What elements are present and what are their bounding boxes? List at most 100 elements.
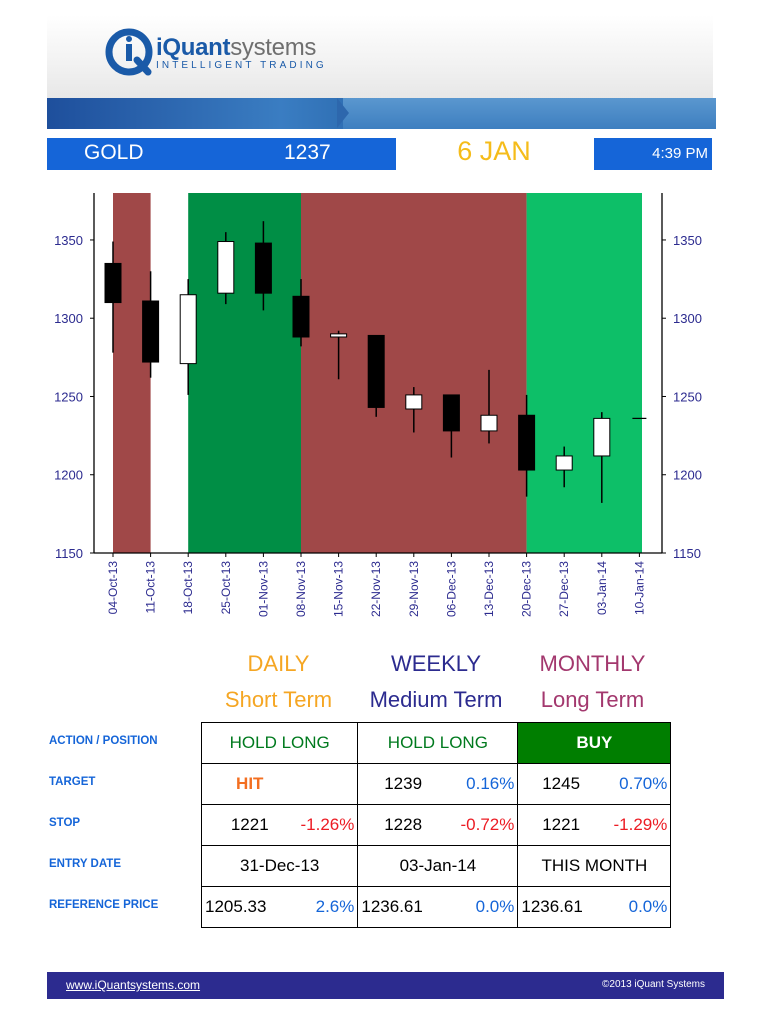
x-tick-label: 08-Nov-13 bbox=[294, 561, 308, 617]
instrument-box: GOLD 1237 bbox=[47, 138, 396, 170]
x-tick-label: 18-Oct-13 bbox=[181, 561, 195, 615]
stop-monthly-pct: -1.29% bbox=[603, 804, 672, 846]
x-tick-label: 15-Nov-13 bbox=[332, 561, 346, 617]
report-time: 4:39 PM bbox=[652, 145, 708, 162]
instrument-symbol: GOLD bbox=[84, 141, 144, 164]
x-tick-label: 06-Dec-13 bbox=[444, 561, 458, 617]
ref-monthly-pct: 0.0% bbox=[603, 886, 672, 928]
table-row: 31-Dec-13 03-Jan-14 THIS MONTH bbox=[200, 845, 672, 887]
row-label-target: TARGET bbox=[49, 776, 96, 788]
time-box: 4:39 PM bbox=[594, 138, 712, 170]
x-tick-label: 13-Dec-13 bbox=[482, 561, 496, 617]
candle-body bbox=[142, 300, 160, 363]
brand-tagline: INTELLIGENT TRADING bbox=[156, 60, 327, 71]
signal-region-3 bbox=[526, 193, 642, 553]
ref-daily-pct: 2.6% bbox=[297, 886, 359, 928]
ref-monthly-value: 1236.61 bbox=[517, 886, 604, 928]
target-daily-empty bbox=[297, 763, 359, 805]
stop-weekly-value: 1228 bbox=[357, 804, 448, 846]
table-row: 1221 -1.26% 1228 -0.72% 1221 -1.29% bbox=[201, 804, 672, 846]
entry-daily: 31-Dec-13 bbox=[200, 845, 359, 887]
row-label-reference: REFERENCE PRICE bbox=[49, 899, 159, 911]
candle-body bbox=[179, 294, 197, 365]
y-tick-label-left: 1250 bbox=[54, 389, 83, 404]
candle-body bbox=[292, 295, 310, 338]
signals-table: HOLD LONG HOLD LONG BUY HIT 1239 0.16% 1… bbox=[200, 722, 672, 928]
target-daily: HIT bbox=[201, 763, 298, 805]
row-label-entry: ENTRY DATE bbox=[49, 858, 121, 870]
y-tick-label-right: 1250 bbox=[673, 389, 702, 404]
brand-name: iQuantsystems bbox=[156, 34, 327, 62]
col-head-daily: DAILY bbox=[247, 651, 310, 676]
signal-region-1 bbox=[188, 193, 301, 553]
y-tick-label-right: 1200 bbox=[673, 468, 702, 483]
target-monthly-value: 1245 bbox=[517, 763, 604, 805]
stop-weekly-pct: -0.72% bbox=[447, 804, 519, 846]
x-tick-label: 22-Nov-13 bbox=[369, 561, 383, 617]
ref-weekly-value: 1236.61 bbox=[357, 886, 448, 928]
action-weekly: HOLD LONG bbox=[357, 722, 519, 764]
x-tick-label: 11-Oct-13 bbox=[144, 561, 158, 614]
ref-daily-value: 1205.33 bbox=[201, 886, 298, 928]
row-label-action: ACTION / POSITION bbox=[49, 735, 158, 747]
ref-weekly-pct: 0.0% bbox=[447, 886, 519, 928]
candlestick-chart: 1150 1150 1200 1200 1250 1250 1300 1300 1350 1350… bbox=[54, 193, 702, 617]
decorative-band bbox=[47, 98, 716, 129]
col-head-weekly: WEEKLY bbox=[390, 651, 482, 676]
header-band bbox=[47, 15, 713, 101]
signal-region-2 bbox=[301, 193, 527, 553]
col-sub-monthly: Long Term bbox=[540, 687, 645, 712]
y-tick-label-right: 1300 bbox=[673, 311, 702, 326]
table-row: HIT 1239 0.16% 1245 0.70% bbox=[201, 763, 672, 805]
candle-body bbox=[442, 394, 460, 432]
y-tick-label-left: 1350 bbox=[54, 233, 83, 248]
candle-body bbox=[480, 414, 498, 432]
candle-body bbox=[593, 417, 611, 457]
col-head-monthly: MONTHLY bbox=[539, 651, 646, 676]
stop-monthly-value: 1221 bbox=[517, 804, 604, 846]
table-row: HOLD LONG HOLD LONG BUY bbox=[200, 722, 672, 764]
row-label-stop: STOP bbox=[49, 817, 81, 829]
y-tick-label-left: 1150 bbox=[55, 546, 83, 561]
entry-monthly: THIS MONTH bbox=[517, 845, 672, 887]
stop-daily-pct: -1.26% bbox=[297, 804, 359, 846]
x-tick-label: 03-Jan-14 bbox=[595, 561, 609, 615]
iq-logo-icon bbox=[105, 28, 153, 76]
candle-body bbox=[367, 334, 385, 408]
candle-body bbox=[104, 262, 122, 304]
col-sub-daily: Short Term bbox=[224, 687, 333, 712]
x-tick-label: 20-Dec-13 bbox=[520, 561, 534, 617]
y-tick-label-left: 1300 bbox=[54, 311, 83, 326]
col-sub-weekly: Medium Term bbox=[369, 687, 503, 712]
y-tick-label-left: 1200 bbox=[54, 468, 83, 483]
y-tick-label-right: 1150 bbox=[673, 546, 701, 561]
x-tick-label: 01-Nov-13 bbox=[256, 561, 270, 617]
target-weekly-value: 1239 bbox=[357, 763, 448, 805]
action-daily: HOLD LONG bbox=[200, 722, 359, 764]
x-tick-label: 10-Jan-14 bbox=[632, 561, 646, 615]
website-link[interactable]: www.iQuantsystems.com bbox=[66, 978, 201, 992]
candle-body bbox=[217, 241, 235, 294]
band-right bbox=[343, 98, 716, 129]
brand-name-light: systems bbox=[230, 34, 317, 61]
report-date: 6 JAN bbox=[457, 136, 531, 166]
target-weekly-pct: 0.16% bbox=[447, 763, 519, 805]
brand-name-bold: iQuant bbox=[156, 34, 231, 61]
band-arrow bbox=[337, 98, 349, 128]
candle-body bbox=[330, 333, 348, 338]
table-row: 1205.33 2.6% 1236.61 0.0% 1236.61 0.0% bbox=[201, 886, 672, 928]
instrument-price: 1237 bbox=[284, 141, 331, 164]
stop-daily-value: 1221 bbox=[201, 804, 298, 846]
entry-weekly: 03-Jan-14 bbox=[357, 845, 519, 887]
signal-region-0 bbox=[113, 193, 151, 553]
x-tick-label: 27-Dec-13 bbox=[557, 561, 571, 617]
action-monthly: BUY bbox=[517, 722, 672, 764]
candle-body bbox=[254, 242, 272, 294]
y-tick-label-right: 1350 bbox=[673, 233, 702, 248]
target-monthly-pct: 0.70% bbox=[603, 763, 672, 805]
candle-body bbox=[518, 414, 536, 471]
x-tick-label: 29-Nov-13 bbox=[407, 561, 421, 617]
x-tick-label: 04-Oct-13 bbox=[106, 561, 120, 615]
copyright-text: ©2013 iQuant Systems bbox=[602, 979, 705, 990]
candle-body bbox=[555, 455, 573, 471]
